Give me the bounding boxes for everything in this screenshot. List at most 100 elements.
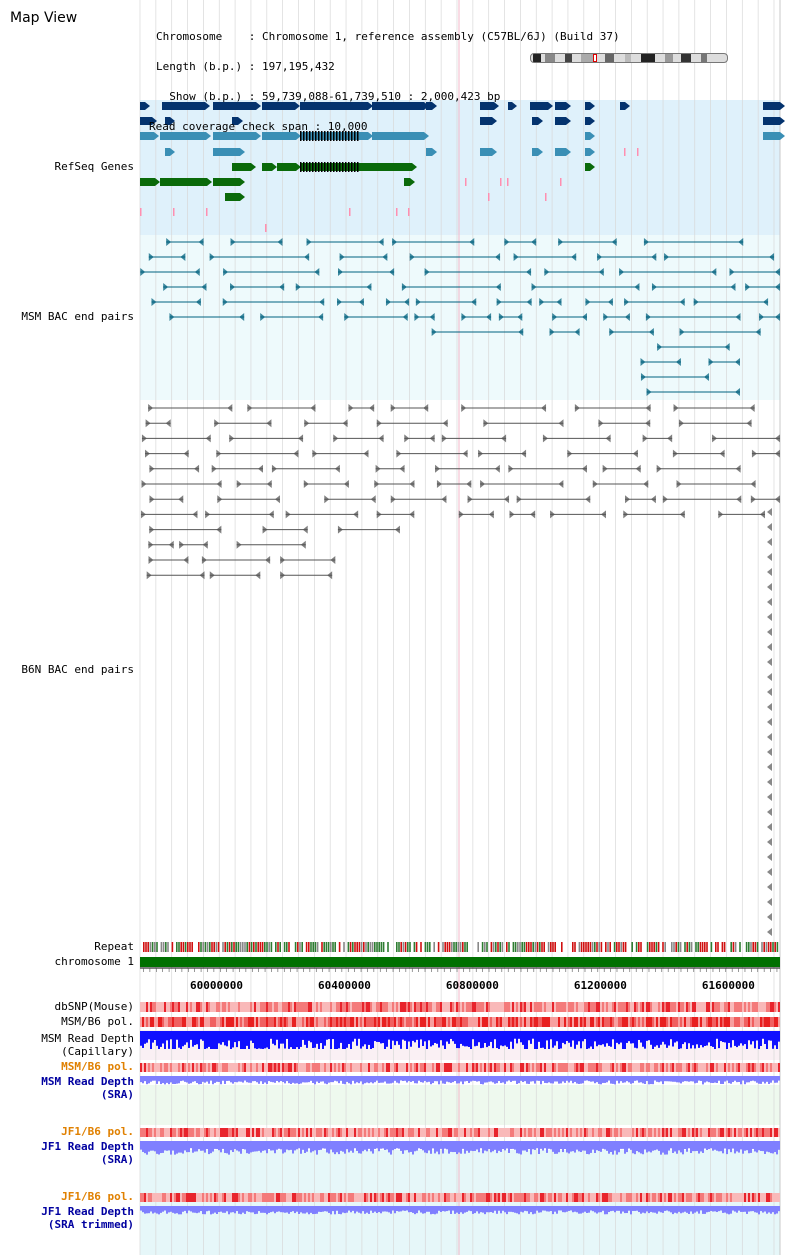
msm-depth-capillary-bar: [176, 1031, 178, 1040]
msm-depth-sra-label-1: MSM Read Depth: [41, 1075, 134, 1088]
repeat-feature: [508, 942, 510, 952]
jf1-depth-sra-bar: [328, 1141, 330, 1154]
jf1-b6-pol-trim-cell: [738, 1193, 740, 1202]
msm-depth-capillary-bar: [186, 1031, 188, 1043]
jf1-depth-sra-bar: [582, 1141, 584, 1151]
jf1-depth-sra-bar: [444, 1141, 446, 1149]
msm-bac-pair-end: [640, 373, 646, 381]
jf1-depth-trim-bar: [556, 1206, 558, 1214]
msm-depth-capillary-bar: [354, 1031, 356, 1039]
jf1-b6-pol-cell: [762, 1128, 764, 1137]
msm-bac-pair-end: [402, 313, 408, 321]
jf1-depth-trim-bar: [326, 1206, 328, 1212]
msm-depth-sra-bar: [240, 1076, 242, 1082]
msm-depth-capillary-bar: [424, 1031, 426, 1042]
dbsnp-cell: [396, 1002, 398, 1012]
msm-b6-pol-cell: [382, 1017, 384, 1027]
msm-bac-pair-end: [518, 328, 524, 336]
jf1-depth-sra-bar: [308, 1141, 310, 1149]
jf1-b6-pol-cell: [564, 1128, 566, 1137]
b6n-bac-pair-end: [542, 434, 548, 443]
msm-b6-pol-sra-cell: [492, 1063, 494, 1072]
jf1-depth-trim-bar: [354, 1206, 356, 1214]
jf1-depth-sra-bar: [476, 1141, 478, 1150]
b6n-bac-pair-end: [312, 449, 318, 458]
msm-depth-sra-bar: [644, 1076, 646, 1085]
repeat-feature: [297, 942, 299, 952]
msm-b6-pol-cell: [558, 1017, 560, 1027]
msm-b6-pol-cell: [730, 1017, 732, 1027]
repeat-feature: [446, 942, 449, 952]
jf1-b6-pol-cell: [372, 1128, 374, 1137]
msm-depth-sra-bar: [352, 1076, 354, 1081]
jf1-b6-pol-cell: [774, 1128, 776, 1137]
msm-b6-pol-sra-cell: [300, 1063, 302, 1072]
jf1-b6-pol-trim-cell: [572, 1193, 574, 1202]
msm-b6-pol-sra-cell: [322, 1063, 324, 1072]
jf1-depth-sra-bar: [192, 1141, 194, 1153]
b6n-bac-pair-end: [300, 540, 306, 549]
jf1-b6-pol-cell: [354, 1128, 356, 1137]
repeat-label: Repeat: [94, 940, 134, 953]
jf1-b6-pol-cell: [306, 1128, 308, 1137]
jf1-depth-trim-bar: [348, 1206, 350, 1211]
jf1-b6-pol-cell: [558, 1128, 560, 1137]
jf1-depth-sra-bar: [312, 1141, 314, 1152]
msm-depth-sra-bar: [282, 1076, 284, 1082]
msm-depth-sra-bar: [140, 1076, 142, 1083]
b6n-bac-pair-end: [199, 571, 205, 580]
jf1-b6-pol-cell: [516, 1128, 518, 1137]
jf1-depth-trim-bar: [694, 1206, 696, 1213]
jf1-b6-pol-trim-cell: [210, 1193, 212, 1202]
jf1-b6-pol-cell: [212, 1128, 214, 1137]
jf1-b6-pol-trim-cell: [662, 1193, 664, 1202]
jf1-depth-sra-bar: [146, 1141, 148, 1155]
jf1-b6-pol-cell: [702, 1128, 704, 1137]
dbsnp-cell: [500, 1002, 502, 1012]
msm-b6-pol-sra-cell: [160, 1063, 162, 1072]
msm-depth-sra-bar: [622, 1076, 624, 1083]
msm-b6-pol-sra-cell: [164, 1063, 166, 1072]
jf1-b6-pol-trim-cell: [392, 1193, 394, 1202]
msm-depth-sra-bar: [256, 1076, 258, 1083]
jf1-depth-sra-bar: [682, 1141, 684, 1155]
repeat-feature: [206, 942, 209, 952]
dbsnp-cell: [440, 1002, 442, 1012]
msm-b6-pol-sra-cell: [706, 1063, 708, 1072]
chromosome-ideogram[interactable]: [530, 53, 728, 63]
msm-b6-pol-sra-cell: [356, 1063, 358, 1072]
jf1-b6-pol-trim-cell: [370, 1193, 372, 1202]
jf1-depth-sra-bar: [450, 1141, 452, 1152]
jf1-depth-sra-bar: [522, 1141, 524, 1151]
msm-b6-pol-cell: [526, 1017, 528, 1027]
dbsnp-cell: [208, 1002, 210, 1012]
jf1-depth-sra-bar: [556, 1141, 558, 1154]
jf1-b6-pol-cell: [458, 1128, 460, 1137]
msm-depth-sra-bar: [664, 1076, 666, 1082]
jf1-depth-sra-bar: [566, 1141, 568, 1153]
msm-depth-capillary-bar: [610, 1031, 612, 1047]
msm-depth-sra-bar: [628, 1076, 630, 1083]
msm-b6-pol-cell: [206, 1017, 208, 1027]
jf1-depth-trim-bar: [140, 1206, 142, 1211]
jf1-b6-pol-cell: [400, 1128, 402, 1137]
refseq-gene-arrow: [238, 117, 243, 125]
msm-b6-pol-sra-cell: [664, 1063, 666, 1072]
msm-depth-capillary-bar: [478, 1031, 480, 1043]
refseq-gene-arrow: [590, 132, 595, 140]
b6n-bac-pair-end: [650, 495, 656, 504]
dbsnp-cell: [250, 1002, 252, 1012]
msm-b6-pol-sra-cell: [310, 1063, 312, 1072]
msm-b6-pol-sra-cell: [764, 1063, 766, 1072]
jf1-b6-pol-trim-cell: [290, 1193, 292, 1202]
msm-b6-pol-cell: [430, 1017, 432, 1027]
msm-bac-pair-end: [389, 268, 395, 276]
msm-b6-pol-sra-cell: [266, 1063, 268, 1072]
msm-depth-capillary-bar: [336, 1031, 338, 1049]
repeat-feature: [704, 942, 706, 952]
jf1-depth-sra-bar: [718, 1141, 720, 1152]
msm-b6-pol-cell: [770, 1017, 772, 1027]
msm-b6-pol-sra-cell: [304, 1063, 306, 1072]
dbsnp-cell: [454, 1002, 456, 1012]
